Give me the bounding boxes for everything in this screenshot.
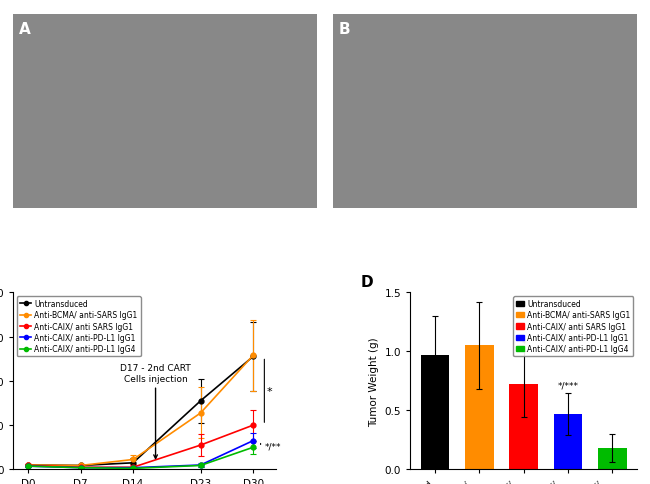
Text: */***: */*** [558, 380, 579, 389]
Bar [554, 414, 582, 469]
Text: */**: */** [265, 442, 281, 451]
Text: A: A [19, 22, 31, 37]
Y-axis label: Tumor Weight (g): Tumor Weight (g) [369, 336, 379, 426]
Bar [465, 346, 493, 469]
Text: D: D [360, 274, 373, 289]
Text: *: * [521, 339, 526, 348]
Bar [421, 355, 449, 469]
Text: *: * [266, 386, 272, 396]
Legend: Untransduced, Anti-BCMA/ anti-SARS IgG1, Anti-CAIX/ anti SARS IgG1, Anti-CAIX/ a: Untransduced, Anti-BCMA/ anti-SARS IgG1,… [17, 296, 140, 357]
Bar [509, 385, 538, 469]
Legend: Untransduced, Anti-BCMA/ anti-SARS IgG1, Anti-CAIX/ anti SARS IgG1, Anti-CAIX/ a: Untransduced, Anti-BCMA/ anti-SARS IgG1,… [513, 296, 633, 357]
Text: B: B [339, 22, 350, 37]
Bar [598, 448, 627, 469]
Text: D17 - 2nd CART
Cells injection: D17 - 2nd CART Cells injection [120, 363, 191, 458]
